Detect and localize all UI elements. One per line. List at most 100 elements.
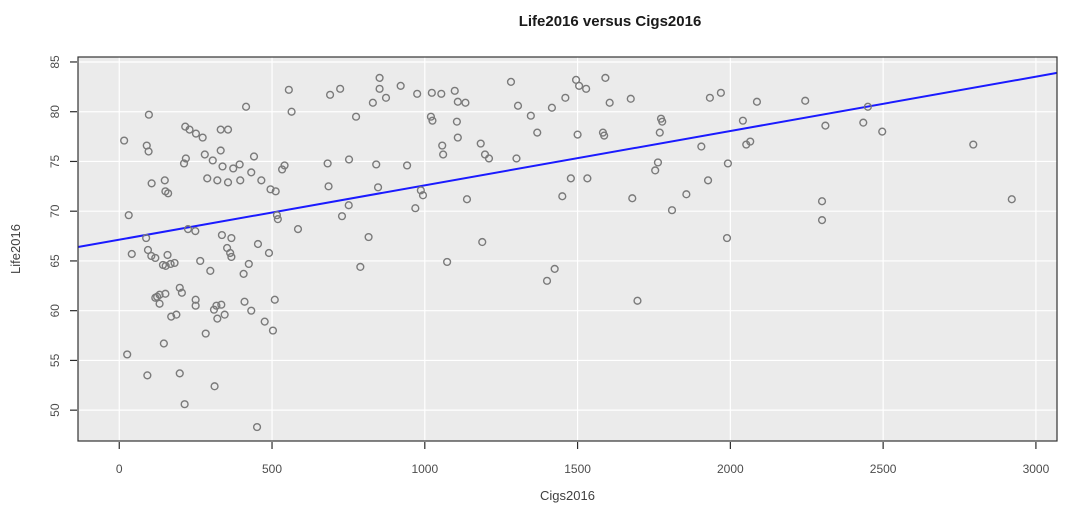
data-point	[453, 133, 462, 142]
data-point	[801, 96, 810, 105]
data-point	[143, 371, 152, 380]
data-point	[147, 179, 156, 188]
data-point	[166, 259, 175, 269]
data-point	[439, 150, 448, 159]
y-tick-label: 70	[48, 204, 62, 218]
data-point	[547, 103, 557, 112]
data-point	[185, 125, 194, 134]
data-point	[375, 84, 384, 93]
data-point	[175, 283, 184, 292]
data-point	[163, 250, 172, 260]
data-point	[462, 195, 472, 204]
data-point	[175, 369, 184, 378]
y-tick-label: 75	[48, 154, 62, 168]
chart-title: Life2016 versus Cigs2016	[519, 13, 702, 30]
data-point	[147, 251, 156, 261]
data-point	[229, 164, 238, 173]
data-point	[428, 116, 437, 125]
y-tick-label: 50	[48, 403, 62, 417]
data-point	[626, 94, 635, 103]
data-point	[566, 174, 575, 183]
data-point	[863, 102, 872, 111]
data-point	[167, 312, 176, 321]
data-point	[368, 98, 377, 107]
data-point	[746, 137, 755, 146]
data-point	[223, 178, 233, 187]
data-point	[181, 154, 190, 163]
data-point	[210, 382, 219, 391]
data-point	[161, 261, 170, 271]
data-point	[506, 77, 516, 86]
y-tick-label: 80	[48, 105, 62, 119]
data-point	[443, 257, 452, 267]
data-point	[266, 185, 275, 194]
data-point	[373, 183, 383, 192]
y-tick-label: 55	[48, 353, 62, 367]
data-point	[260, 317, 269, 326]
data-point	[196, 256, 205, 266]
data-point	[324, 182, 333, 191]
data-point	[375, 73, 384, 82]
data-point	[418, 191, 428, 200]
data-point	[416, 186, 425, 195]
data-point	[682, 190, 691, 199]
data-point	[558, 192, 567, 201]
data-point	[217, 230, 227, 240]
data-point	[213, 314, 222, 323]
data-point	[372, 160, 381, 169]
data-point	[337, 212, 347, 221]
data-point	[651, 166, 660, 175]
data-point	[203, 174, 212, 183]
data-point	[180, 400, 189, 409]
data-point	[344, 155, 354, 164]
data-point	[191, 226, 200, 236]
data-point	[223, 125, 233, 134]
data-point	[161, 289, 170, 298]
data-point	[575, 81, 584, 90]
data-point	[239, 269, 248, 278]
data-point	[253, 239, 263, 249]
data-point	[969, 140, 978, 149]
data-point	[542, 276, 552, 285]
data-point	[142, 233, 151, 243]
data-point	[218, 162, 227, 171]
data-point	[268, 326, 278, 335]
data-point	[821, 121, 830, 130]
data-point	[280, 161, 289, 170]
data-point	[155, 299, 164, 308]
data-point	[722, 233, 732, 243]
panel-border	[77, 56, 1058, 442]
data-point	[817, 216, 827, 225]
data-point	[120, 136, 129, 145]
data-point	[164, 189, 173, 198]
data-point	[272, 211, 282, 220]
data-point	[270, 295, 279, 304]
data-point	[236, 176, 245, 185]
data-point	[476, 139, 485, 148]
data-point	[605, 98, 614, 107]
y-tick-label: 60	[48, 304, 62, 318]
data-point	[351, 112, 361, 121]
data-point	[127, 249, 136, 259]
data-point	[287, 107, 296, 116]
data-point	[667, 206, 677, 215]
data-point	[191, 295, 200, 304]
data-point	[208, 156, 217, 165]
y-axis-title: Life2016	[8, 224, 23, 274]
data-point	[213, 176, 222, 185]
data-point	[550, 264, 559, 273]
data-point	[411, 204, 420, 213]
data-point	[600, 131, 609, 140]
data-point	[240, 297, 249, 306]
data-point	[413, 89, 422, 98]
data-point	[716, 88, 725, 97]
data-point	[227, 233, 236, 243]
data-point	[325, 90, 335, 99]
data-point	[293, 225, 303, 234]
data-point	[583, 174, 592, 183]
data-point	[201, 329, 210, 338]
data-point	[697, 142, 706, 151]
data-point	[235, 160, 244, 169]
